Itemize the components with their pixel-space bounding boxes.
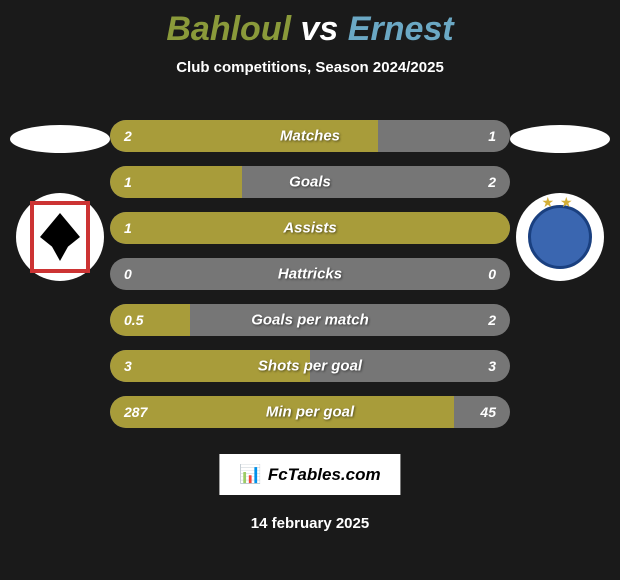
stars-icon: ★★ (541, 194, 578, 211)
stat-value-left: 1 (124, 220, 132, 236)
player-right-name: Ernest (348, 10, 454, 48)
stat-value-right: 2 (488, 312, 496, 328)
watermark-text: FcTables.com (268, 465, 381, 485)
watermark: 📊 FcTables.com (219, 454, 400, 495)
comparison-title: Bahloul vs Ernest (0, 0, 620, 49)
stat-label: Matches (280, 128, 340, 145)
stat-bar-left (110, 304, 190, 336)
stat-label: Goals per match (251, 312, 369, 329)
left-club-badge (16, 193, 104, 281)
stat-label: Shots per goal (258, 358, 362, 375)
stat-value-left: 0 (124, 266, 132, 282)
stat-row: Hattricks 0 0 (110, 258, 510, 290)
stat-row: Goals 1 2 (110, 166, 510, 198)
stat-value-left: 2 (124, 128, 132, 144)
right-oval-icon (510, 125, 610, 153)
stats-container: Matches 2 1 Goals 1 2 Assists 1 Hattricks 0 0 Goals… (110, 120, 510, 442)
right-player-badges: ★★ (510, 125, 610, 281)
eagle-icon (40, 213, 80, 261)
stat-value-right: 45 (480, 404, 496, 420)
stat-label: Min per goal (266, 404, 354, 421)
stat-value-right: 1 (488, 128, 496, 144)
stat-row: Shots per goal 3 3 (110, 350, 510, 382)
stat-label: Assists (283, 220, 336, 237)
stat-value-left: 3 (124, 358, 132, 374)
stat-label: Goals (289, 174, 331, 191)
stat-row: Matches 2 1 (110, 120, 510, 152)
fc-aarau-badge (30, 201, 90, 273)
kf-tirana-badge: ★★ (528, 205, 592, 269)
stat-value-right: 3 (488, 358, 496, 374)
left-oval-icon (10, 125, 110, 153)
stat-row: Assists 1 (110, 212, 510, 244)
stat-value-right: 0 (488, 266, 496, 282)
stat-value-left: 0.5 (124, 312, 143, 328)
stat-label: Hattricks (278, 266, 342, 283)
right-club-badge: ★★ (516, 193, 604, 281)
player-left-name: Bahloul (166, 10, 291, 48)
stat-row: Min per goal 287 45 (110, 396, 510, 428)
stat-row: Goals per match 0.5 2 (110, 304, 510, 336)
subtitle: Club competitions, Season 2024/2025 (0, 59, 620, 76)
date-text: 14 february 2025 (251, 515, 369, 532)
vs-text: vs (301, 10, 339, 48)
chart-icon: 📊 (239, 464, 261, 485)
stat-value-left: 1 (124, 174, 132, 190)
stat-value-left: 287 (124, 404, 147, 420)
stat-value-right: 2 (488, 174, 496, 190)
left-player-badges (10, 125, 110, 281)
